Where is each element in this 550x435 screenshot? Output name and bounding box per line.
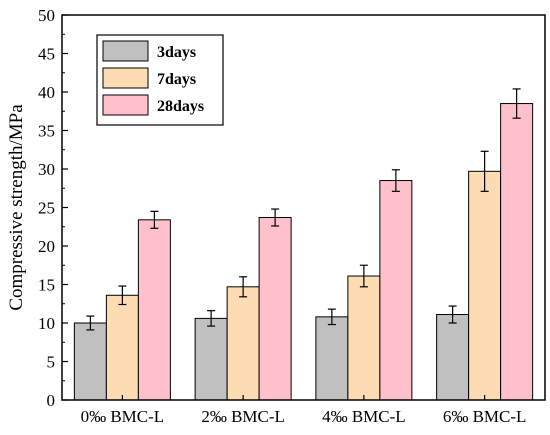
y-tick-label: 50 bbox=[38, 6, 55, 25]
y-tick-label: 20 bbox=[38, 237, 55, 256]
y-tick-label: 15 bbox=[38, 276, 55, 295]
error-bar-3days-2 bbox=[207, 310, 216, 327]
bar-28days-3 bbox=[379, 180, 413, 401]
bar-3days-2 bbox=[194, 317, 228, 401]
error-bar-7days-2 bbox=[239, 276, 248, 298]
error-bar-28days-4 bbox=[512, 88, 521, 119]
bar-28days-4 bbox=[500, 103, 534, 401]
bar-7days-3 bbox=[347, 275, 381, 401]
bar-7days-4 bbox=[468, 170, 502, 401]
x-tick-label: 4‰ BMC-L bbox=[322, 407, 406, 426]
legend-item-7days: 7days bbox=[102, 67, 196, 89]
y-tick-label: 35 bbox=[38, 122, 55, 141]
y-tick-label: 0 bbox=[47, 391, 56, 410]
bar-7days-2 bbox=[226, 286, 260, 401]
x-tick-label: 0‰ BMC-L bbox=[81, 407, 165, 426]
x-axis-ticks: 0‰ BMC-L 2‰ BMC-L 4‰ BMC-L 6‰ BMC-L bbox=[81, 395, 527, 426]
error-bar-7days-3 bbox=[359, 264, 368, 288]
y-tick-label: 40 bbox=[38, 83, 55, 102]
y-axis-title: Compressive strength/MPa bbox=[6, 104, 27, 311]
bars-layer bbox=[73, 103, 534, 401]
error-bar-7days-1 bbox=[118, 285, 127, 306]
legend-label: 28days bbox=[157, 98, 204, 115]
x-tick-label: 6‰ BMC-L bbox=[443, 407, 527, 426]
legend-item-3days: 3days bbox=[102, 40, 196, 62]
x-tick-label: 2‰ BMC-L bbox=[201, 407, 285, 426]
y-tick-label: 45 bbox=[38, 45, 55, 64]
y-axis-ticks: 0 5 10 15 20 25 30 35 40 45 50 bbox=[38, 6, 68, 410]
error-bar-7days-4 bbox=[480, 150, 489, 192]
error-bar-28days-2 bbox=[271, 208, 280, 227]
error-bar-3days-1 bbox=[86, 315, 95, 331]
legend-label: 7days bbox=[157, 71, 196, 88]
legend-swatch bbox=[102, 40, 149, 62]
bar-3days-3 bbox=[315, 316, 349, 401]
bar-28days-1 bbox=[137, 219, 171, 401]
bar-3days-4 bbox=[436, 314, 470, 401]
legend: 3days 7days 28days bbox=[96, 34, 224, 126]
y-tick-label: 5 bbox=[47, 353, 56, 372]
bar-7days-1 bbox=[105, 294, 139, 401]
legend-swatch bbox=[102, 94, 149, 116]
y-tick-label: 10 bbox=[38, 314, 55, 333]
legend-item-28days: 28days bbox=[102, 94, 204, 116]
y-tick-label: 30 bbox=[38, 160, 55, 179]
legend-label: 3days bbox=[157, 44, 196, 61]
error-bar-3days-4 bbox=[448, 305, 457, 324]
error-bar-3days-3 bbox=[327, 308, 336, 326]
error-bars-layer bbox=[86, 88, 521, 331]
bar-28days-2 bbox=[258, 217, 292, 401]
error-bar-28days-1 bbox=[150, 210, 159, 229]
error-bar-28days-3 bbox=[391, 169, 400, 192]
y-tick-label: 25 bbox=[38, 199, 55, 218]
bar-3days-1 bbox=[73, 322, 107, 401]
legend-swatch bbox=[102, 67, 149, 89]
